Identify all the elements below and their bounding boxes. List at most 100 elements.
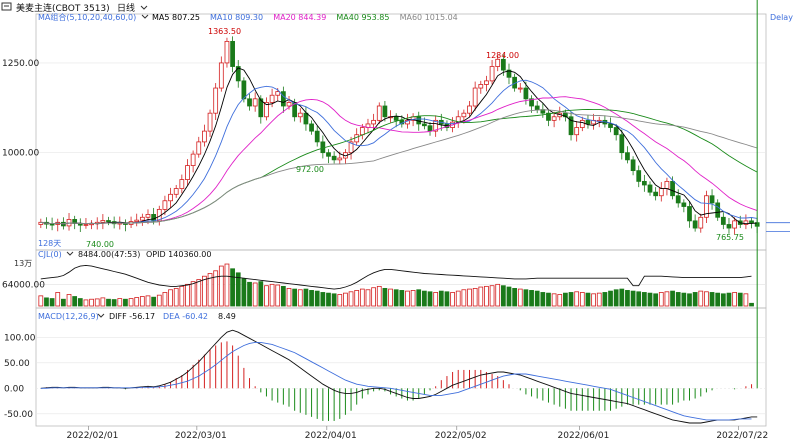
volume-bar — [743, 293, 749, 307]
candle-body — [568, 116, 574, 136]
volume-bar — [489, 285, 495, 307]
candle-body — [630, 159, 636, 172]
macd-value: 8.49 — [218, 312, 236, 321]
macd-indicator-label[interactable]: MACD(12,26,9) — [38, 312, 99, 321]
chevron-down-icon[interactable] — [97, 313, 105, 318]
candle-body — [681, 202, 687, 207]
candle-body — [218, 62, 224, 89]
macd-tick-label: 50.00 — [4, 359, 30, 369]
volume-bar — [38, 295, 44, 307]
candle-body — [213, 87, 219, 114]
candle-body — [692, 220, 698, 229]
volume-bar — [343, 292, 348, 307]
volume-bar — [698, 290, 704, 307]
candle-body — [613, 127, 619, 136]
volume-bar — [467, 288, 472, 307]
candle-body — [664, 180, 670, 189]
volume-bar — [309, 290, 314, 307]
price-series — [38, 36, 760, 235]
candle-body — [585, 119, 591, 125]
volume-bar — [320, 292, 326, 307]
open-interest-value: OPID 140360.00 — [146, 250, 211, 259]
candle-body — [563, 112, 568, 118]
macd-panel — [35, 307, 767, 427]
header-bar — [0, 0, 800, 14]
grid-lines — [36, 62, 766, 415]
volume-bar — [619, 288, 625, 307]
volume-bar — [546, 292, 551, 307]
macd-tick-label: 100.00 — [4, 333, 36, 343]
candle-body — [461, 112, 467, 118]
volume-bar — [359, 288, 365, 307]
instrument-title: 美麦主连(CBOT 3513) — [16, 2, 110, 14]
candle-body — [427, 125, 433, 132]
volume-bar — [55, 292, 61, 307]
volume-bar — [574, 291, 580, 307]
x-tick-label: 2022/04/01 — [305, 431, 357, 440]
volume-bar — [337, 294, 343, 307]
candle-body — [472, 87, 478, 107]
volume-bar — [681, 292, 687, 307]
volume-tick-label: 64000.00 — [2, 280, 45, 290]
candle-body — [732, 220, 737, 229]
candle-body — [647, 184, 653, 193]
volume-bar — [664, 291, 670, 307]
candle-body — [145, 214, 151, 218]
candle-body — [726, 224, 732, 229]
candle-body — [331, 155, 337, 161]
volume-bar — [72, 296, 78, 307]
ma-legend-ma5: MA5 807.25 — [152, 13, 200, 22]
volume-bar — [563, 292, 568, 307]
volume-bar — [726, 292, 732, 307]
macd-diff-value: DIFF -56.17 — [109, 312, 155, 321]
volume-bar — [145, 295, 151, 307]
ma-legend-ma10: MA10 809.30 — [210, 13, 263, 22]
volume-bar — [461, 289, 467, 307]
candle-body — [500, 58, 506, 71]
candle-body — [168, 193, 173, 202]
volume-bar — [123, 298, 128, 307]
candle-body — [534, 105, 540, 110]
volume-bar — [365, 289, 371, 307]
ma-legend: MA组合(5,10,20,40,60,0) MA5 807.25 MA10 809.… — [38, 12, 458, 22]
volume-bar — [190, 281, 196, 307]
x-tick-label: 2022/02/01 — [67, 431, 119, 440]
price-tick-label: 1000.00 — [2, 149, 39, 159]
mid-low-label: 972.00 — [296, 165, 324, 174]
volume-bar — [224, 263, 230, 307]
volume-bar — [647, 292, 653, 307]
volume-bar — [427, 291, 433, 307]
volume-bar — [512, 287, 518, 307]
candle-body — [371, 119, 376, 125]
volume-bar — [49, 298, 55, 307]
chevron-down-icon[interactable] — [66, 251, 74, 256]
macd-tick-label: 0.00 — [4, 384, 24, 394]
price-tick-label: 1250.00 — [2, 59, 39, 69]
volume-bar — [444, 291, 450, 307]
candle-body — [579, 119, 585, 128]
candle-body — [675, 195, 681, 204]
volume-bar — [630, 290, 636, 307]
candle-body — [698, 216, 704, 229]
volume-bar — [128, 298, 134, 307]
ma-line-ma60 — [40, 109, 758, 225]
candle-body — [309, 123, 314, 132]
chevron-down-icon[interactable] — [140, 5, 148, 10]
volume-bar — [331, 293, 337, 307]
volume-bar — [422, 290, 427, 307]
volume-bar — [286, 287, 292, 307]
volume-indicator-label[interactable]: CJL(0) — [38, 250, 62, 259]
volume-bar — [134, 297, 140, 307]
candle-body — [433, 119, 439, 132]
days-count: 128天 — [38, 239, 61, 248]
volume-bar — [416, 289, 422, 307]
period-label[interactable]: 日线 — [117, 2, 135, 14]
chart-window-icon[interactable] — [1, 2, 12, 11]
ma-line-ma5 — [40, 67, 758, 225]
volume-bar — [156, 294, 162, 307]
volume-bar — [410, 290, 416, 307]
ma-line-ma20 — [40, 96, 758, 225]
volume-bar — [83, 299, 89, 307]
candle-body — [658, 188, 664, 197]
